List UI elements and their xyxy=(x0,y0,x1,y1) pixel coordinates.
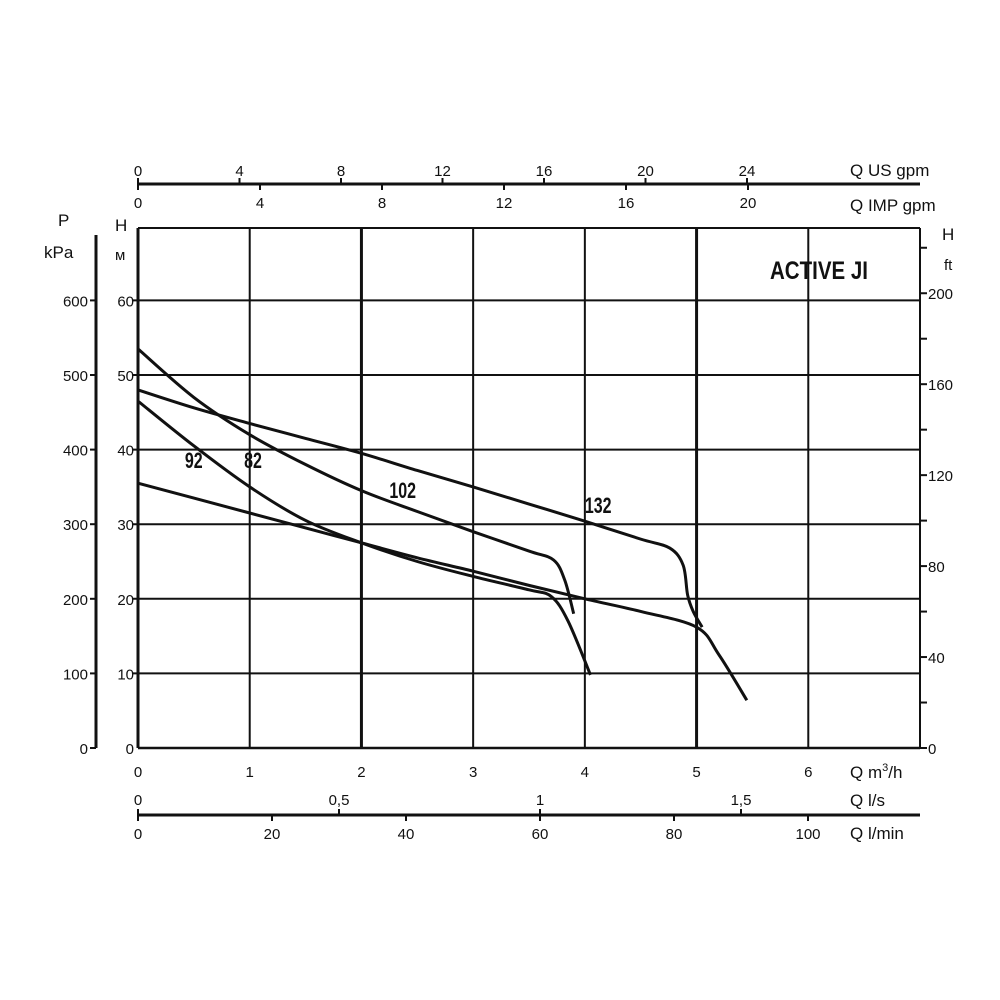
curve-label-92: 92 xyxy=(185,450,203,474)
performance-curves: 82 92 102 132 xyxy=(137,347,749,702)
lmin-tick-label: 80 xyxy=(666,826,683,843)
y-tick-label: 0 xyxy=(126,741,134,758)
x-tick-label: 4 xyxy=(581,764,589,781)
x-tick-label: 0 xyxy=(134,764,142,781)
pressure-tick-label: 0 xyxy=(80,741,88,758)
ls-tick-label: 0 xyxy=(134,792,142,809)
pressure-tick-label: 400 xyxy=(63,443,88,460)
curve-92 xyxy=(137,481,749,702)
imp-gpm-tick-label: 8 xyxy=(378,195,386,212)
lmin-tick-label: 20 xyxy=(264,826,281,843)
grid xyxy=(132,227,921,750)
ft-tick-label: 0 xyxy=(928,741,936,758)
ls-tick-label: 1 xyxy=(536,792,544,809)
chart-title: ACTIVE JI xyxy=(770,256,868,284)
imp-gpm-label: Q IMP gpm xyxy=(850,196,936,215)
pressure-tick-label: 300 xyxy=(63,517,88,534)
us-gpm-tick-label: 0 xyxy=(134,163,142,180)
lmin-tick-label: 40 xyxy=(398,826,415,843)
ft-axis-label: H xyxy=(942,225,954,244)
lmin-tick-label: 60 xyxy=(532,826,549,843)
ft-tick-label: 80 xyxy=(928,559,945,576)
curve-82 xyxy=(137,399,592,676)
lmin-label: Q l/min xyxy=(850,824,904,843)
x-axis-label: Q m3/h xyxy=(850,762,902,782)
curve-102 xyxy=(137,347,576,615)
pressure-tick-label: 600 xyxy=(63,293,88,310)
y-axis-label: H xyxy=(115,216,127,235)
imp-gpm-tick-label: 12 xyxy=(496,195,513,212)
x-tick-label: 1 xyxy=(246,764,254,781)
y-tick-label: 30 xyxy=(117,517,134,534)
ft-axis-unit: ft xyxy=(944,257,953,274)
pressure-tick-label: 100 xyxy=(63,666,88,683)
pressure-tick-label: 200 xyxy=(63,592,88,609)
ls-tick-label: 0,5 xyxy=(329,792,350,809)
y-tick-label: 20 xyxy=(117,592,134,609)
x-tick-label: 6 xyxy=(804,764,812,781)
curve-132 xyxy=(137,388,704,628)
ft-tick-label: 160 xyxy=(928,377,953,394)
us-gpm-tick-label: 12 xyxy=(434,163,451,180)
imp-gpm-tick-label: 0 xyxy=(134,195,142,212)
ft-tick-label: 40 xyxy=(928,650,945,667)
x-tick-label: 3 xyxy=(469,764,477,781)
y-tick-label: 60 xyxy=(117,293,134,310)
imp-gpm-tick-label: 20 xyxy=(740,195,757,212)
imp-gpm-tick-label: 16 xyxy=(618,195,635,212)
curve-label-102: 102 xyxy=(389,480,416,504)
us-gpm-tick-label: 4 xyxy=(235,163,243,180)
us-gpm-tick-label: 8 xyxy=(337,163,345,180)
us-gpm-tick-label: 16 xyxy=(536,163,553,180)
ft-tick-label: 200 xyxy=(928,286,953,303)
curve-label-132: 132 xyxy=(585,495,612,519)
y-tick-label: 40 xyxy=(117,443,134,460)
lmin-tick-label: 100 xyxy=(795,826,820,843)
x-tick-label: 5 xyxy=(692,764,700,781)
imp-gpm-tick-label: 4 xyxy=(256,195,264,212)
ls-tick-label: 1,5 xyxy=(731,792,752,809)
pressure-axis-label: P xyxy=(58,211,69,230)
lmin-tick-label: 0 xyxy=(134,826,142,843)
ft-tick-label: 120 xyxy=(928,468,953,485)
x-tick-label: 2 xyxy=(357,764,365,781)
curve-label-82: 82 xyxy=(244,450,262,474)
pressure-tick-label: 500 xyxy=(63,368,88,385)
ls-label: Q l/s xyxy=(850,791,885,810)
y-tick-label: 10 xyxy=(117,666,134,683)
us-gpm-tick-label: 24 xyxy=(739,163,756,180)
pressure-axis-unit: kPa xyxy=(44,243,74,262)
y-axis-unit: м xyxy=(115,247,125,264)
us-gpm-label: Q US gpm xyxy=(850,161,929,180)
us-gpm-tick-label: 20 xyxy=(637,163,654,180)
y-tick-label: 50 xyxy=(117,368,134,385)
